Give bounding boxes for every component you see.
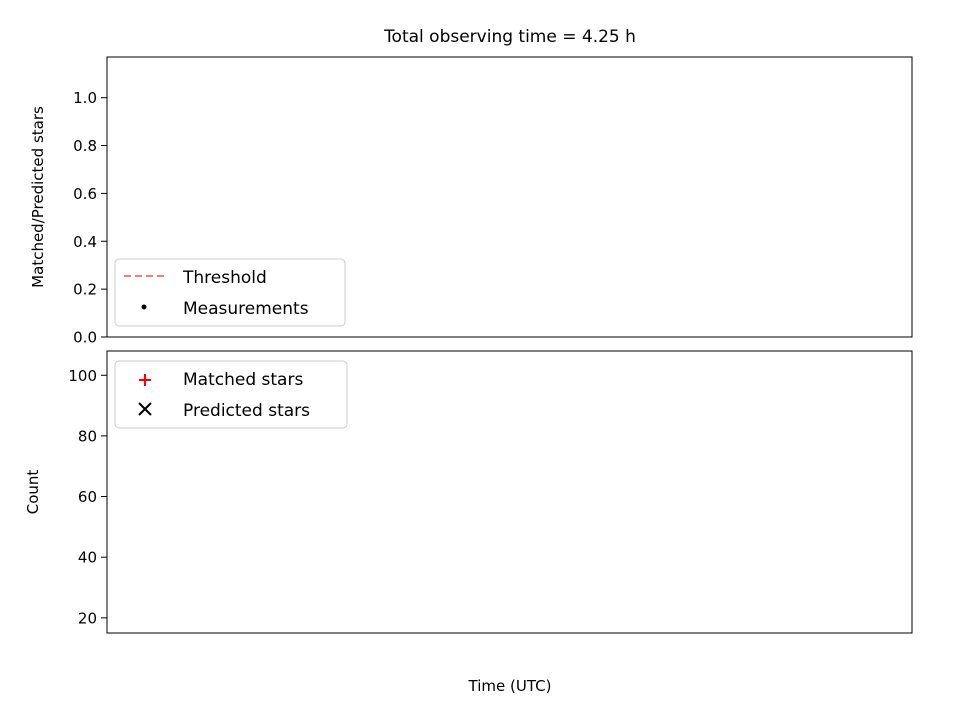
ratio-legend: Threshold Measurements — [114, 258, 346, 327]
ratio-y-axis-label: Matched/Predicted stars — [29, 106, 47, 288]
count-legend-box — [114, 360, 348, 429]
y-tick-label: 0.8 — [73, 137, 97, 155]
x-axis-label: Time (UTC) — [468, 677, 552, 695]
y-tick-label: 0.6 — [73, 185, 97, 203]
count-plot-frame — [106, 350, 913, 634]
y-tick-label: 40 — [78, 549, 97, 567]
y-tick-label: 100 — [68, 367, 97, 385]
ratio-plot-frame — [106, 56, 913, 338]
y-tick-label: 1.0 — [73, 89, 97, 107]
count-legend: Matched stars Predicted stars — [114, 360, 348, 429]
chart-title: Total observing time = 4.25 h — [383, 27, 636, 47]
legend-matched-swatch — [139, 374, 151, 386]
count-y-axis-label: Count — [24, 470, 42, 515]
ratio-legend-box — [114, 258, 346, 327]
y-tick-label: 0.4 — [73, 233, 97, 251]
y-tick-label: 60 — [78, 488, 97, 506]
legend-measurements-label: Measurements — [183, 299, 309, 319]
legend-predicted-swatch — [138, 402, 152, 416]
legend-predicted-label: Predicted stars — [183, 401, 310, 421]
y-tick-label: 0.0 — [73, 329, 97, 347]
legend-threshold-label: Threshold — [182, 268, 267, 288]
legend-measurements-swatch — [141, 304, 147, 310]
ratio-panel: 0.0 0.2 0.4 0.6 0.8 1.0 Matched/Predicted sta… — [29, 56, 913, 347]
count-y-axis: 20 40 60 80 100 — [68, 367, 107, 627]
y-tick-label: 20 — [78, 609, 97, 627]
y-tick-label: 0.2 — [73, 281, 97, 299]
y-tick-label: 80 — [78, 427, 97, 445]
legend-matched-label: Matched stars — [183, 370, 303, 390]
ratio-y-axis: 0.0 0.2 0.4 0.6 0.8 1.0 — [73, 89, 107, 347]
